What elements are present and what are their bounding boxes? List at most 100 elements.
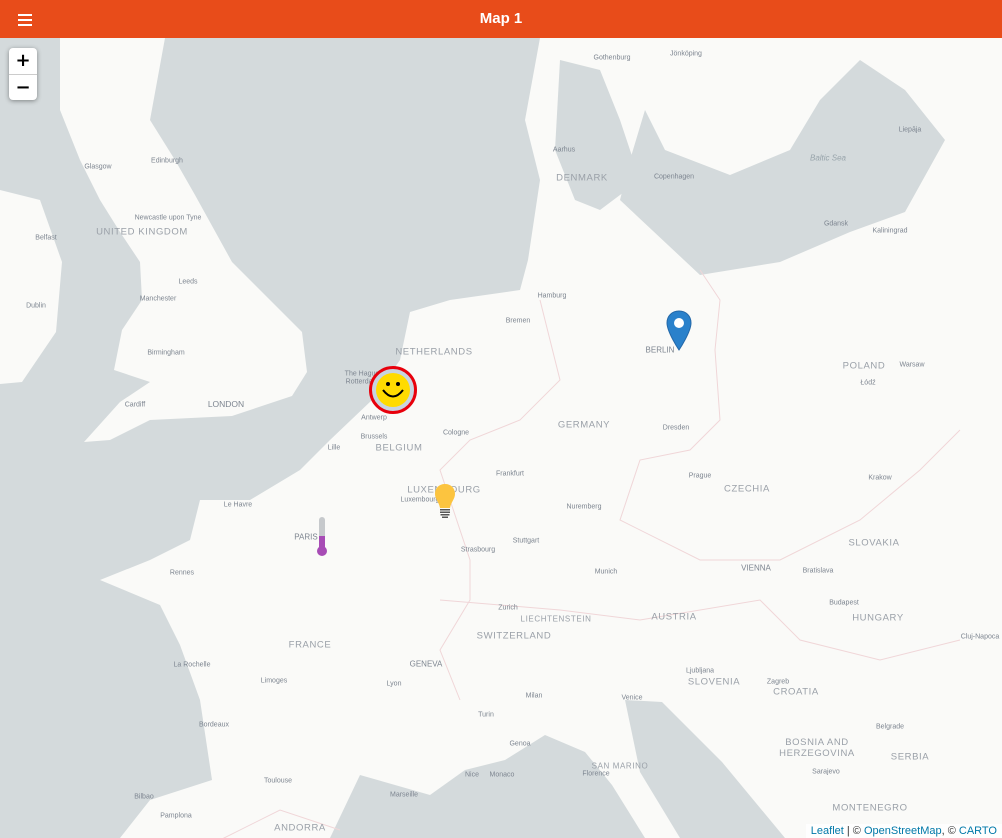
country-label: BELGIUM [375,442,423,454]
city-label: Brussels [360,433,388,441]
carto-link[interactable]: CARTO [958,825,997,837]
city-label: Ljubljana [685,667,715,675]
country-label: FRANCE [288,639,332,651]
great-britain [60,38,307,442]
city-label: Nice [464,771,480,779]
city-label: Pamplona [160,812,192,820]
map-tiles [0,38,1002,838]
leaflet-link[interactable]: Leaflet [810,825,844,837]
city-label: Manchester [139,295,177,303]
country-label: LIECHTENSTEIN [520,614,592,624]
zoom-in-button[interactable]: + [15,50,31,71]
city-label: Luxembourg [400,496,440,504]
openstreetmap-link[interactable]: OpenStreetMap [863,825,942,837]
country-label: CZECHIA [724,483,770,495]
city-label: Bilbao [134,793,154,801]
attribution: Leaflet | © OpenStreetMap, © CARTO [805,824,1002,838]
city-label: Munich [594,568,618,576]
city-label: Limoges [260,677,288,685]
zoom-control: + − [9,48,37,100]
city-label: Rennes [169,569,195,577]
city-label: Bordeaux [199,721,229,729]
city-label: BERLIN [645,345,675,355]
city-label: Hamburg [537,292,567,300]
country-label: DENMARK [556,172,608,184]
city-label: Strasbourg [460,546,496,554]
light-bulb-icon[interactable] [434,483,456,519]
map-pin-icon[interactable] [666,310,692,352]
baltic-sea [620,60,945,275]
app-header: Map 1 [0,0,1002,38]
city-label: Antwerp [361,414,387,422]
country-label: ANDORRA [274,822,326,834]
country-label: NETHERLANDS [395,346,473,358]
city-label: Lille [327,444,341,452]
thermometer-icon[interactable] [315,516,329,558]
ireland [0,190,62,384]
country-label: SAN MARINO [591,761,649,771]
city-label: Zurich [498,604,518,612]
city-label: Rotterdam [345,378,379,386]
adriatic [625,700,785,838]
country-label: AUSTRIA [651,611,697,623]
city-label: Marseille [389,791,419,799]
city-label: Leeds [178,278,198,286]
country-label: POLAND [842,360,886,372]
city-label: Toulouse [263,777,293,785]
city-label: Zagreb [766,678,790,686]
city-label: Milan [525,692,543,700]
country-label: MONTENEGRO [832,802,908,814]
city-label: Gothenburg [593,54,631,62]
list-icon[interactable] [16,11,34,27]
city-label: Stuttgart [512,537,540,545]
mediterranean [330,735,645,838]
city-label: Le Havre [223,501,253,509]
city-label: Warsaw [899,361,925,369]
city-label: Sarajevo [812,768,840,776]
city-label: GENEVA [409,659,443,669]
city-label: Glasgow [84,163,112,171]
city-label: Dublin [26,302,46,310]
attribution-separator: | © [843,825,864,837]
city-label: Aarhus [552,146,576,154]
attribution-separator: , © [941,825,959,837]
page-title: Map 1 [479,10,523,27]
country-label: BOSNIA AND HERZEGOVINA [779,737,855,759]
city-label: Łódź [860,379,876,387]
city-label: Copenhagen [653,173,695,181]
city-label: Venice [621,694,643,702]
map[interactable]: + − UNITED KINGDOM NETHERLANDS BELGIUM G… [0,38,1002,838]
zoom-out-button[interactable]: − [9,74,37,100]
country-label: SWITZERLAND [476,630,552,642]
country-label: GERMANY [557,419,611,431]
country-label: UNITED KINGDOM [96,226,188,238]
city-label: Prague [688,472,712,480]
city-label: Gdansk [823,220,849,228]
city-label: Newcastle upon Tyne [134,214,202,222]
city-label: Cologne [442,429,470,437]
city-label: Florence [582,770,610,778]
city-label: Genoa [509,740,531,748]
city-label: Dresden [662,424,690,432]
city-label: Nuremberg [566,503,602,511]
city-label: Kaliningrad [872,227,908,235]
city-label: Budapest [829,599,859,607]
city-label: Belfast [35,234,57,242]
city-label: Krakow [868,474,892,482]
country-label: SERBIA [890,751,930,763]
country-label: SLOVAKIA [848,537,900,549]
country-label: CROATIA [773,686,819,698]
city-label: PARIS [294,532,318,542]
city-label: La Rochelle [173,661,211,669]
city-label: Bratislava [802,567,834,575]
city-label: Frankfurt [495,470,525,478]
city-label: VIENNA [741,563,771,573]
city-label: Lyon [386,680,402,688]
city-label: Cluj-Napoca [960,633,1000,641]
sea-label: Baltic Sea [809,153,847,163]
city-label: Cardiff [124,401,146,409]
city-label: Belgrade [875,723,905,731]
city-label: Liepāja [898,126,922,134]
city-label: Bremen [505,317,531,325]
smiley-face-icon[interactable] [368,365,418,415]
